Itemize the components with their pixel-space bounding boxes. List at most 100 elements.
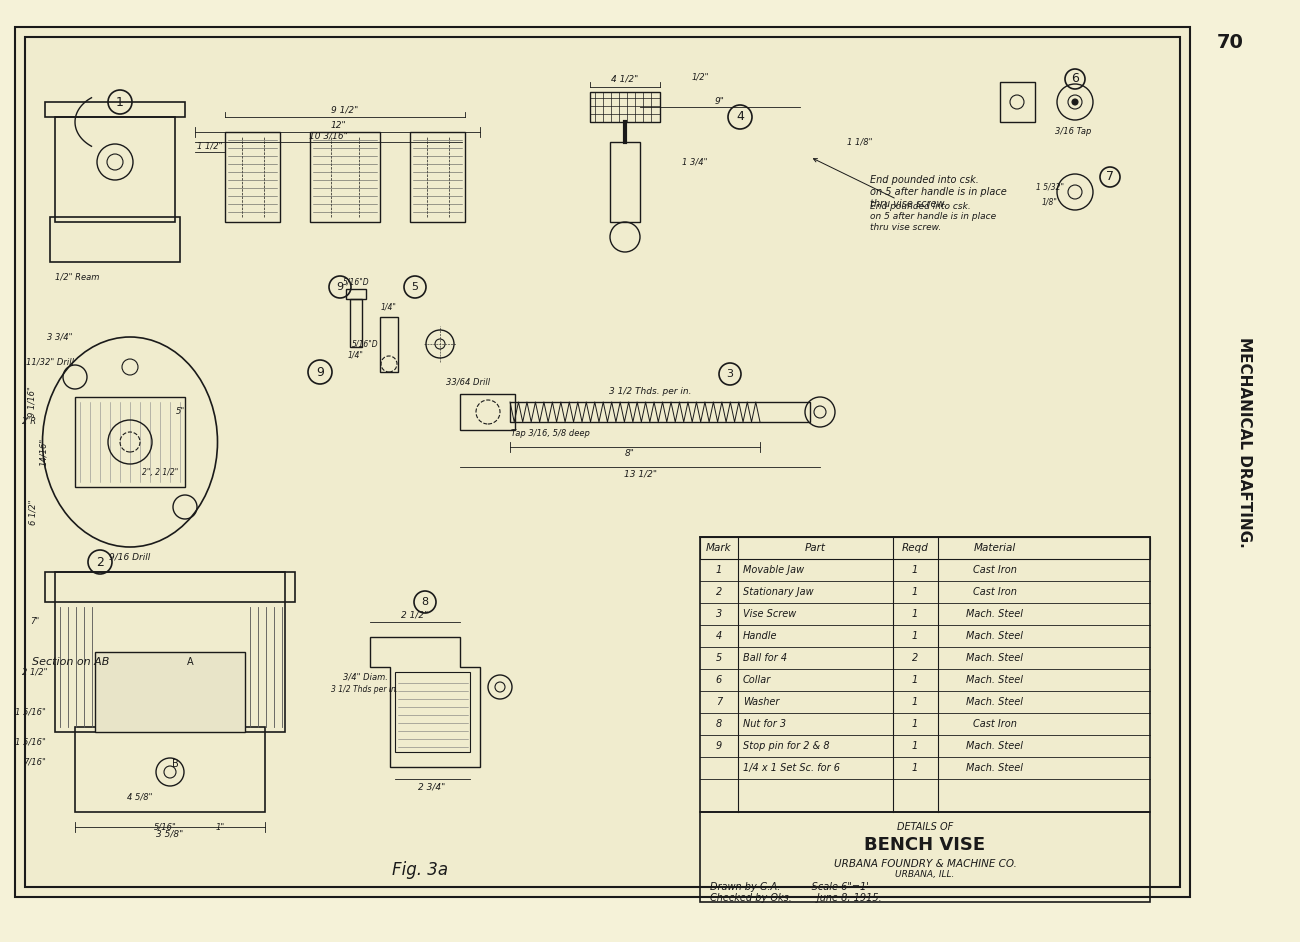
Text: 1: 1 <box>911 587 918 597</box>
Text: End pounded into csk.
on 5 after handle is in place
thru vise screw.: End pounded into csk. on 5 after handle … <box>870 175 1006 208</box>
Text: 1: 1 <box>911 631 918 641</box>
Text: 2: 2 <box>911 653 918 663</box>
Text: 1/4 x 1 Set Sc. for 6: 1/4 x 1 Set Sc. for 6 <box>744 763 840 773</box>
Bar <box>699 537 1150 559</box>
Bar <box>49 217 179 262</box>
Text: Mach. Steel: Mach. Steel <box>966 609 1023 619</box>
Text: Washer: Washer <box>744 697 780 707</box>
Text: 3: 3 <box>727 369 733 379</box>
Text: 1": 1" <box>216 822 225 832</box>
Bar <box>1000 82 1035 122</box>
Text: 6: 6 <box>1071 73 1079 86</box>
Bar <box>25 37 1180 887</box>
Text: 1: 1 <box>716 565 722 575</box>
Text: Mach. Steel: Mach. Steel <box>966 675 1023 685</box>
Text: Stop pin for 2 & 8: Stop pin for 2 & 8 <box>744 741 829 751</box>
Text: 1: 1 <box>911 609 918 619</box>
Text: 1: 1 <box>911 675 918 685</box>
Bar <box>350 299 361 347</box>
Text: 9: 9 <box>316 365 324 379</box>
Text: Mark: Mark <box>706 543 732 553</box>
Bar <box>590 92 660 122</box>
Text: 5/16": 5/16" <box>153 822 177 832</box>
Text: 1: 1 <box>911 719 918 729</box>
Text: MECHANICAL DRAFTING.: MECHANICAL DRAFTING. <box>1238 336 1252 547</box>
Text: 10 3/16": 10 3/16" <box>308 132 347 140</box>
Text: 3 1/2 Thds. per in.: 3 1/2 Thds. per in. <box>608 387 692 397</box>
Text: Drawn by G.A.          Scale 6"=1': Drawn by G.A. Scale 6"=1' <box>710 882 868 892</box>
Text: Collar: Collar <box>744 675 771 685</box>
Text: 3: 3 <box>716 609 722 619</box>
Bar <box>309 132 380 222</box>
Text: 1/2" Ream: 1/2" Ream <box>55 272 99 282</box>
Text: 9": 9" <box>715 98 725 106</box>
Text: Tap 3/16, 5/8 deep: Tap 3/16, 5/8 deep <box>511 430 589 438</box>
Text: 4 1/2": 4 1/2" <box>611 74 638 84</box>
Text: 1/8": 1/8" <box>1043 198 1058 206</box>
Bar <box>75 397 185 487</box>
Text: Mach. Steel: Mach. Steel <box>966 653 1023 663</box>
Text: URBANA FOUNDRY & MACHINE CO.: URBANA FOUNDRY & MACHINE CO. <box>833 859 1017 869</box>
Text: 11/32" Drill: 11/32" Drill <box>26 358 74 366</box>
Circle shape <box>1072 99 1078 105</box>
Bar <box>380 317 398 372</box>
Text: Mach. Steel: Mach. Steel <box>966 741 1023 751</box>
Text: URBANA, ILL.: URBANA, ILL. <box>896 870 954 880</box>
Text: A: A <box>187 657 194 667</box>
Text: End pounded into csk.
on 5 after handle is in place
thru vise screw.: End pounded into csk. on 5 after handle … <box>814 158 996 232</box>
Text: Cast Iron: Cast Iron <box>974 587 1017 597</box>
Text: Mach. Steel: Mach. Steel <box>966 631 1023 641</box>
Text: BENCH VISE: BENCH VISE <box>864 836 985 854</box>
Text: B: B <box>172 759 178 769</box>
Text: Nut for 3: Nut for 3 <box>744 719 786 729</box>
Text: 1: 1 <box>911 741 918 751</box>
Text: 5": 5" <box>176 408 185 416</box>
Text: 1 5/32": 1 5/32" <box>1036 183 1063 191</box>
Text: Reqd: Reqd <box>902 543 928 553</box>
Bar <box>460 394 515 430</box>
Text: 7/16": 7/16" <box>23 757 47 767</box>
Bar <box>395 672 471 752</box>
Text: Mach. Steel: Mach. Steel <box>966 697 1023 707</box>
Text: 5/16"D: 5/16"D <box>352 339 378 349</box>
Text: 3 1/2 Thds per in.: 3 1/2 Thds per in. <box>332 685 399 693</box>
Text: 3 3/4": 3 3/4" <box>47 333 73 342</box>
Text: 1 1/8": 1 1/8" <box>848 138 872 147</box>
Text: 2"R: 2"R <box>22 417 38 427</box>
Text: 1/2": 1/2" <box>692 73 708 82</box>
Text: 3/4" Diam.: 3/4" Diam. <box>343 673 387 681</box>
Bar <box>55 117 176 222</box>
Text: Cast Iron: Cast Iron <box>974 565 1017 575</box>
Text: 33/64 Drill: 33/64 Drill <box>446 378 490 386</box>
Bar <box>699 537 1150 812</box>
Text: 5: 5 <box>412 282 419 292</box>
Text: 13 1/2": 13 1/2" <box>624 469 656 479</box>
Text: 7: 7 <box>1106 171 1114 184</box>
Bar <box>410 132 465 222</box>
Text: DETAILS OF: DETAILS OF <box>897 822 953 832</box>
Text: 1: 1 <box>911 763 918 773</box>
Text: Checked by Oks.        June 8, 1915.: Checked by Oks. June 8, 1915. <box>710 893 881 903</box>
Text: Mach. Steel: Mach. Steel <box>966 763 1023 773</box>
Text: 9: 9 <box>716 741 722 751</box>
Text: 1 3/4": 1 3/4" <box>682 157 707 167</box>
Text: 1/4": 1/4" <box>348 350 364 360</box>
Text: 1 1/2": 1 1/2" <box>198 141 222 151</box>
Text: 2", 2 1/2": 2", 2 1/2" <box>142 467 178 477</box>
Bar <box>95 652 244 732</box>
Text: 9: 9 <box>337 282 343 292</box>
Text: Fig. 3a: Fig. 3a <box>391 861 448 879</box>
Text: 2 1/2": 2 1/2" <box>402 610 429 620</box>
Bar <box>225 132 280 222</box>
Text: 14/16": 14/16" <box>39 438 48 466</box>
Text: 2 1/2": 2 1/2" <box>22 668 48 676</box>
Text: 1: 1 <box>911 697 918 707</box>
Bar <box>75 727 265 812</box>
Text: Vise Screw: Vise Screw <box>744 609 796 619</box>
Text: 70: 70 <box>1217 33 1243 52</box>
Text: 3/16 Tap: 3/16 Tap <box>1056 127 1092 137</box>
Bar <box>46 572 295 602</box>
Text: 1 5/16": 1 5/16" <box>14 707 46 717</box>
Text: Stationary Jaw: Stationary Jaw <box>744 587 814 597</box>
Text: 9 1/16": 9 1/16" <box>27 386 36 417</box>
